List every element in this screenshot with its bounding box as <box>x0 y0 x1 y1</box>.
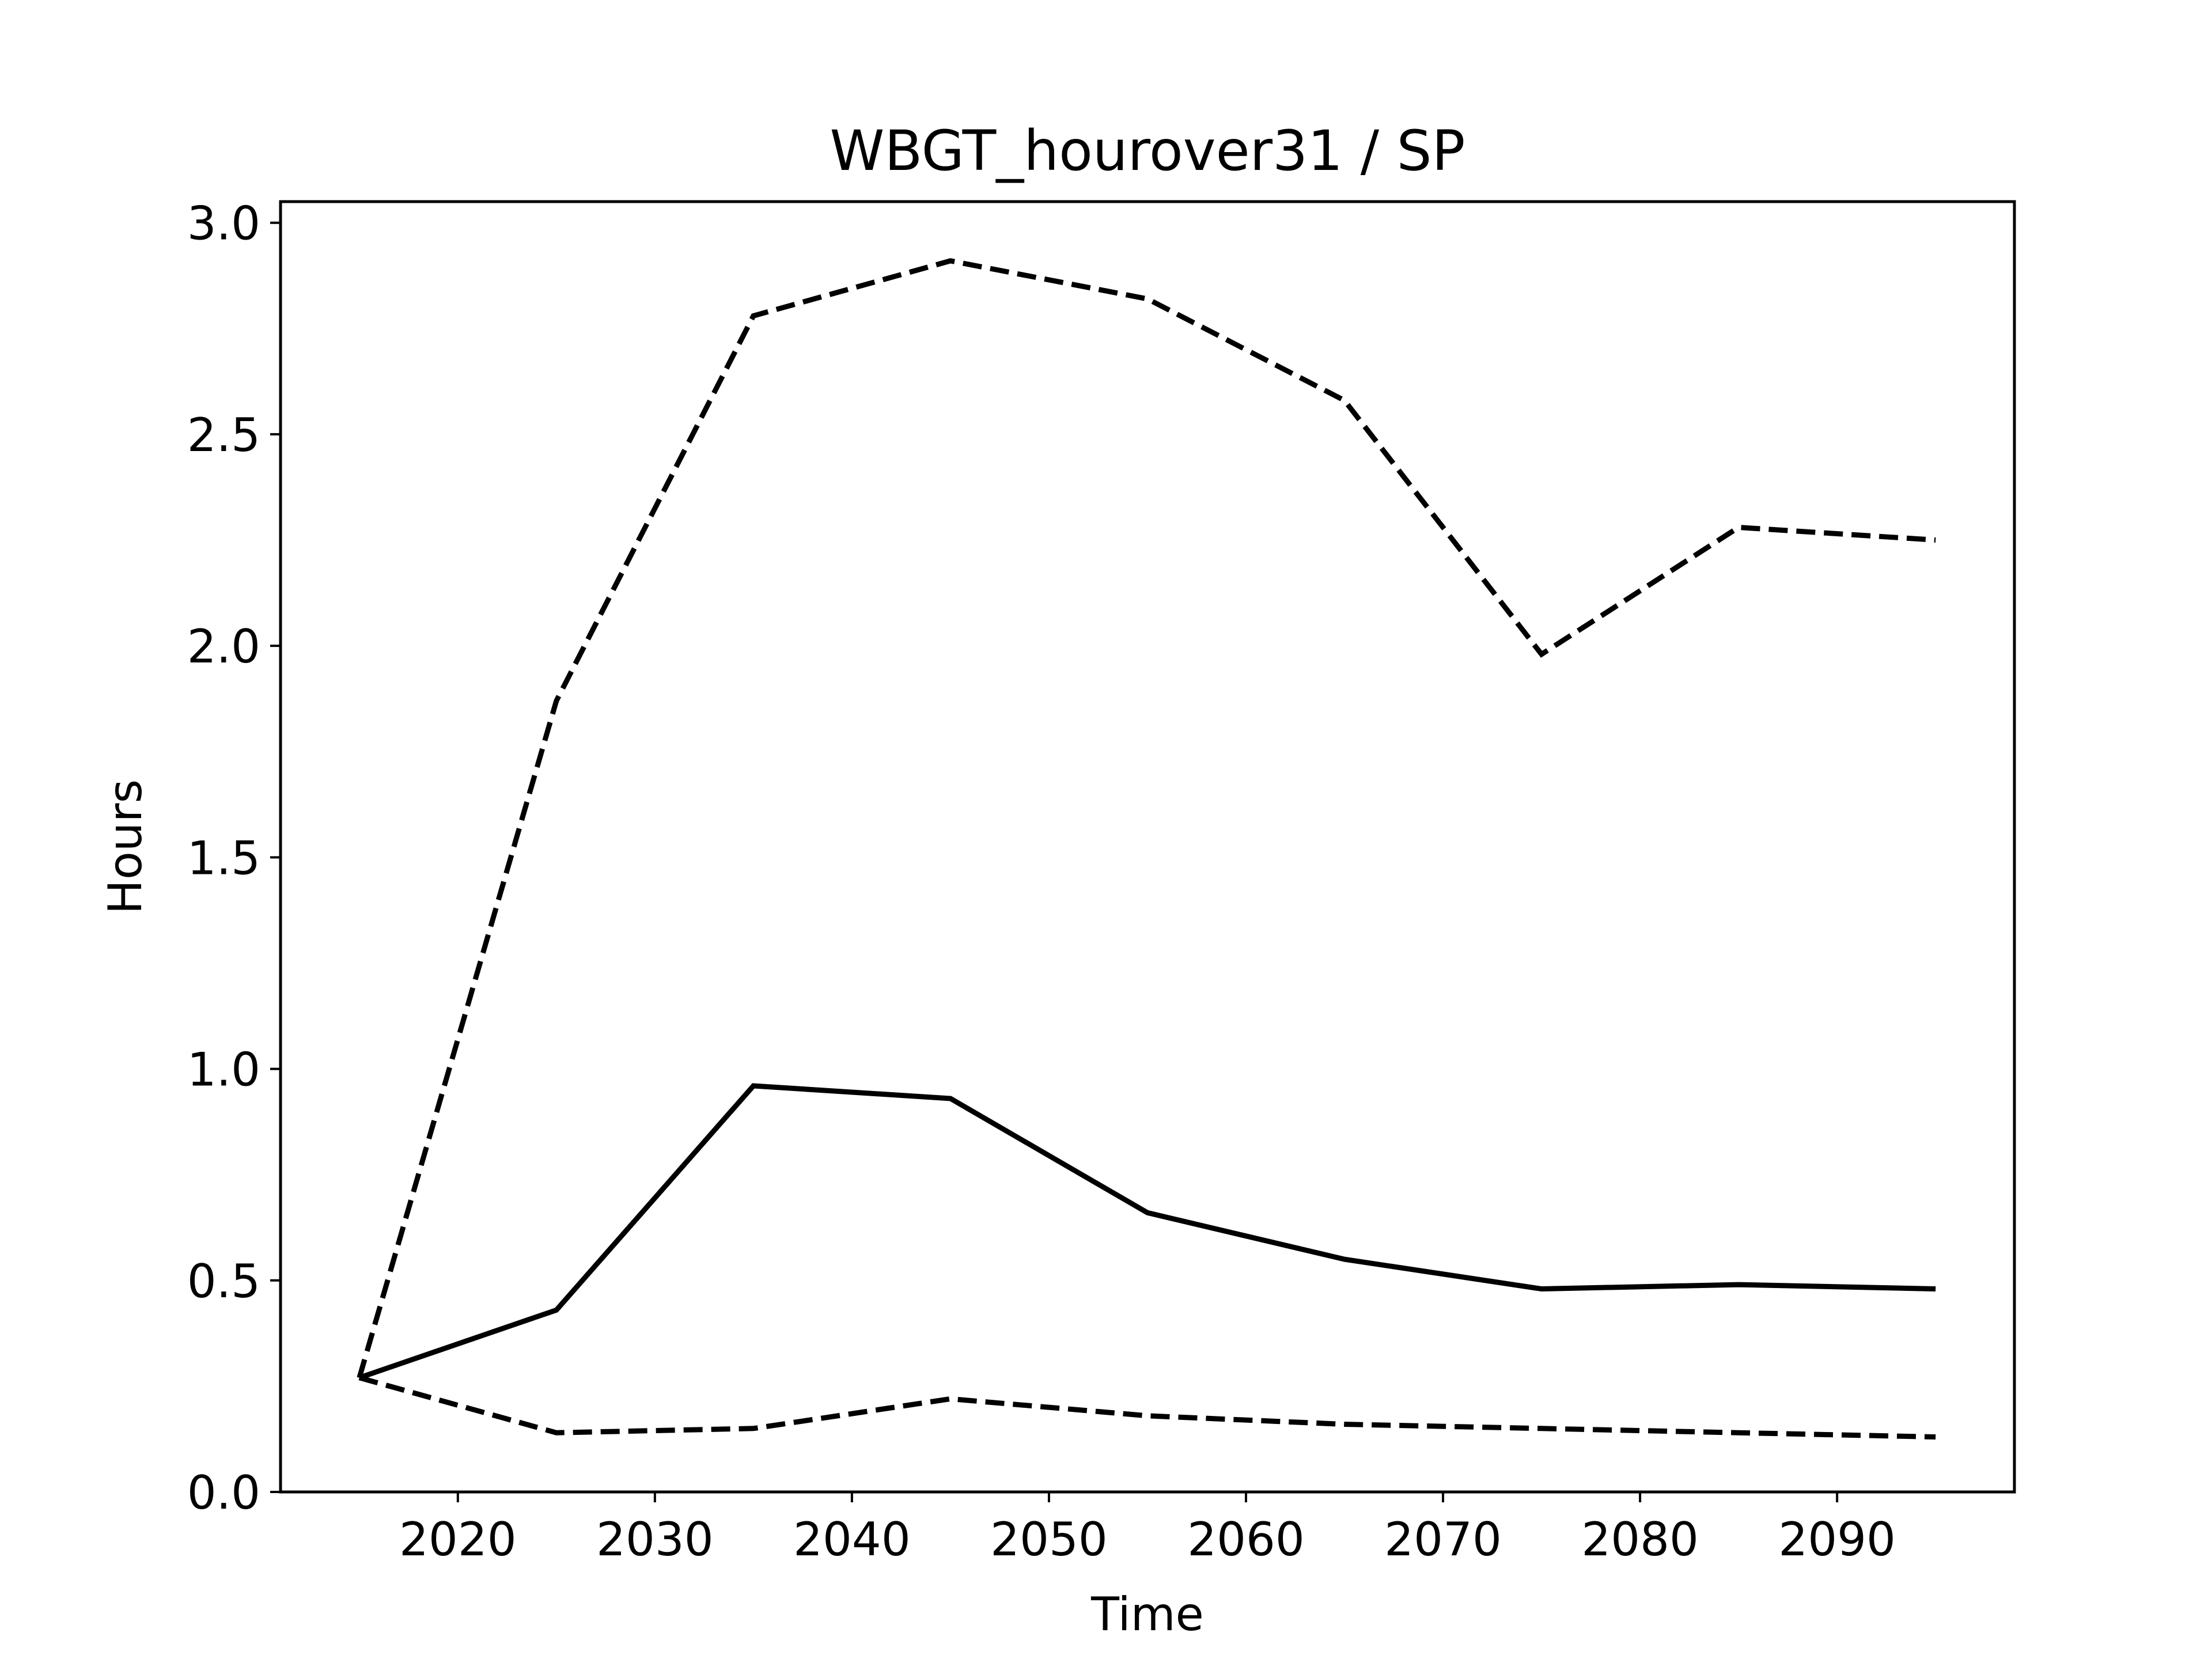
x-tick-label: 2080 <box>1581 1513 1699 1566</box>
x-tick-label: 2030 <box>596 1513 714 1566</box>
x-tick-label: 2020 <box>399 1513 517 1566</box>
series-layer <box>357 258 1936 1440</box>
x-axis: 2020 2030 2040 2050 2060 2070 2080 2090 <box>399 1492 1896 1566</box>
y-tick-label: 1.0 <box>187 1043 260 1097</box>
x-axis-title: Time <box>1090 1588 1204 1641</box>
y-tick-label: 2.0 <box>187 620 260 673</box>
x-tick-label: 2050 <box>990 1513 1108 1566</box>
y-tick-label: 0.0 <box>187 1466 260 1520</box>
x-tick-label: 2040 <box>793 1513 911 1566</box>
y-tick-label: 3.0 <box>187 197 260 251</box>
y-tick-label: 2.5 <box>187 408 260 462</box>
series-line-2 <box>358 1083 1936 1380</box>
y-tick-label: 0.5 <box>187 1255 260 1308</box>
y-tick-label: 1.5 <box>187 831 260 885</box>
plot-frame <box>279 200 2016 1494</box>
series-line-1 <box>357 258 1936 1378</box>
y-axis-title: Hours <box>99 779 152 914</box>
chart-title: WBGT_hourover31 / SP <box>830 119 1465 183</box>
x-tick-label: 2090 <box>1778 1513 1896 1566</box>
y-axis: 0.0 0.5 1.0 1.5 2.0 2.5 3.0 <box>187 197 281 1520</box>
x-tick-label: 2070 <box>1384 1513 1502 1566</box>
x-tick-label: 2060 <box>1187 1513 1305 1566</box>
